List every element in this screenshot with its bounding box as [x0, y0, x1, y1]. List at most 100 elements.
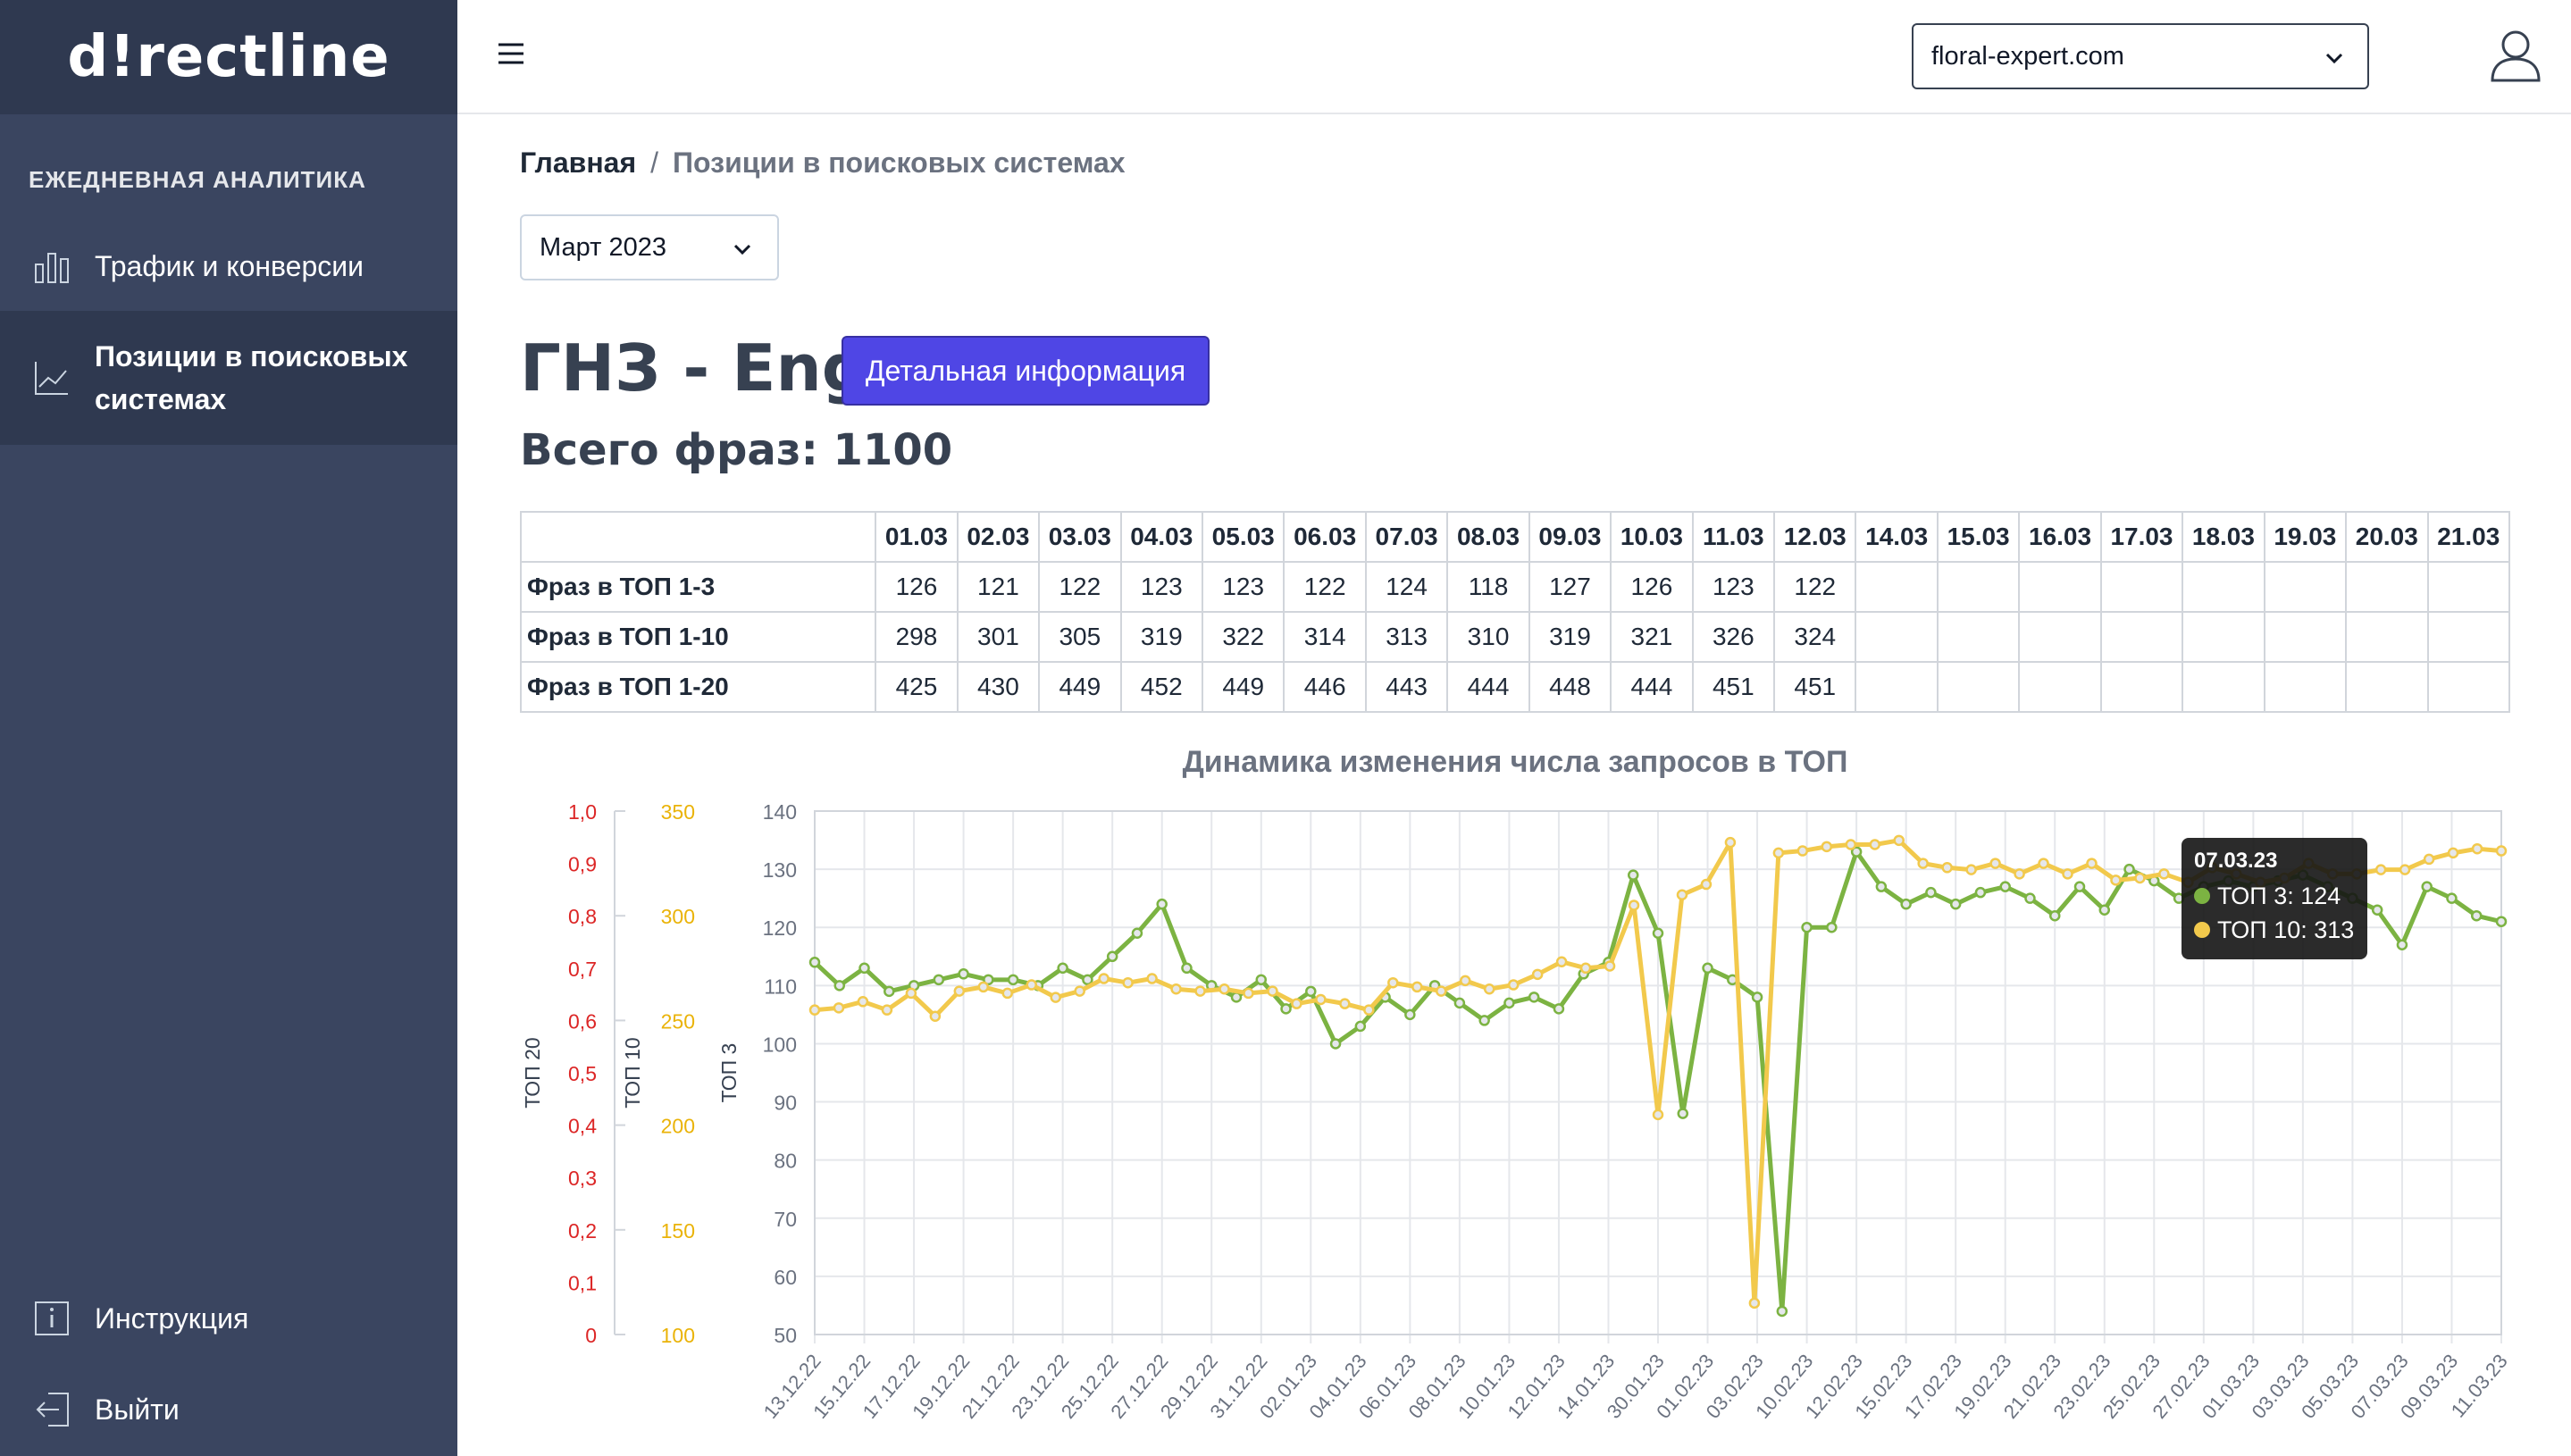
data-point[interactable]: [1555, 956, 1568, 968]
data-point[interactable]: [2446, 892, 2458, 904]
data-point[interactable]: [2371, 904, 2383, 916]
data-point[interactable]: [2423, 853, 2435, 866]
data-point[interactable]: [977, 981, 990, 993]
data-point[interactable]: [1893, 834, 1905, 847]
logo[interactable]: d!rectline: [67, 24, 390, 90]
data-point[interactable]: [1531, 968, 1544, 981]
data-point[interactable]: [1845, 839, 1857, 850]
data-point[interactable]: [1628, 900, 1640, 911]
detail-info-button[interactable]: Детальная информация: [842, 336, 1210, 406]
data-point[interactable]: [1255, 974, 1268, 986]
data-point[interactable]: [1826, 921, 1838, 933]
data-point[interactable]: [1999, 881, 2011, 892]
data-point[interactable]: [1106, 950, 1118, 963]
data-point[interactable]: [953, 985, 966, 997]
data-point[interactable]: [1243, 987, 1254, 1000]
data-point[interactable]: [1050, 992, 1061, 1003]
data-point[interactable]: [2014, 868, 2025, 880]
data-point[interactable]: [2134, 872, 2146, 884]
data-point[interactable]: [1700, 878, 1713, 891]
data-point[interactable]: [2470, 909, 2483, 922]
data-point[interactable]: [1652, 1109, 1664, 1121]
data-point[interactable]: [1801, 921, 1813, 933]
data-point[interactable]: [833, 1002, 845, 1014]
data-point[interactable]: [1001, 987, 1014, 1000]
data-point[interactable]: [857, 996, 869, 1008]
data-point[interactable]: [2495, 845, 2508, 857]
menu-icon[interactable]: [497, 39, 525, 68]
data-point[interactable]: [1974, 886, 1987, 899]
data-point[interactable]: [2038, 858, 2049, 869]
data-point[interactable]: [2062, 868, 2073, 880]
data-point[interactable]: [1483, 983, 1495, 995]
data-point[interactable]: [1057, 962, 1068, 975]
positions-chart[interactable]: 140 130 120 110 100 90 80 70 60 50 350 300 250 200 150…: [500, 786, 2519, 1456]
data-point[interactable]: [2421, 881, 2433, 892]
data-point[interactable]: [1305, 985, 1317, 998]
data-point[interactable]: [1026, 979, 1037, 991]
data-point[interactable]: [1553, 1003, 1565, 1015]
data-point[interactable]: [1387, 976, 1399, 989]
data-point[interactable]: [1146, 973, 1158, 984]
data-point[interactable]: [1796, 845, 1809, 857]
data-point[interactable]: [1404, 1008, 1416, 1021]
data-point[interactable]: [2024, 892, 2036, 904]
data-point[interactable]: [2399, 864, 2411, 875]
data-point[interactable]: [1949, 898, 1962, 910]
data-point[interactable]: [2086, 858, 2098, 869]
data-point[interactable]: [1478, 1015, 1490, 1026]
data-point[interactable]: [1627, 869, 1639, 881]
data-point[interactable]: [1007, 974, 1019, 986]
data-point[interactable]: [1965, 864, 1977, 875]
data-point[interactable]: [2048, 909, 2061, 922]
data-point[interactable]: [2447, 847, 2459, 859]
data-point[interactable]: [808, 957, 821, 968]
data-point[interactable]: [1917, 858, 1929, 869]
data-point[interactable]: [2495, 916, 2508, 927]
data-point[interactable]: [1772, 847, 1785, 859]
data-point[interactable]: [1082, 974, 1093, 986]
data-point[interactable]: [2374, 864, 2387, 875]
data-point[interactable]: [2396, 939, 2408, 951]
data-point[interactable]: [1776, 1305, 1788, 1318]
data-point[interactable]: [1751, 992, 1763, 1003]
data-point[interactable]: [1329, 1038, 1342, 1050]
data-point[interactable]: [1925, 886, 1937, 899]
data-point[interactable]: [1503, 997, 1515, 1009]
data-point[interactable]: [1291, 998, 1302, 1009]
sidebar-item-traffic[interactable]: Трафик и конверсии: [0, 234, 457, 298]
site-select[interactable]: floral-expert.com: [1912, 23, 2369, 89]
data-point[interactable]: [1339, 998, 1351, 1009]
data-point[interactable]: [1900, 898, 1912, 910]
sidebar-item-logout[interactable]: Выйти: [0, 1377, 457, 1442]
data-point[interactable]: [929, 1010, 942, 1022]
data-point[interactable]: [1748, 1297, 1761, 1310]
data-point[interactable]: [833, 980, 846, 992]
data-point[interactable]: [1850, 846, 1863, 858]
data-point[interactable]: [1280, 1003, 1292, 1015]
data-point[interactable]: [1875, 881, 1888, 892]
data-point[interactable]: [1436, 985, 1447, 997]
data-point[interactable]: [1507, 979, 1520, 991]
data-point[interactable]: [1528, 992, 1540, 1003]
data-point[interactable]: [983, 974, 994, 986]
sidebar-item-positions[interactable]: Позиции в поисковых системах: [0, 311, 457, 445]
data-point[interactable]: [1677, 1108, 1689, 1119]
data-point[interactable]: [1156, 898, 1168, 910]
data-point[interactable]: [1074, 985, 1085, 997]
data-point[interactable]: [1315, 993, 1327, 1006]
month-select[interactable]: Март 2023: [520, 214, 779, 280]
data-point[interactable]: [1459, 975, 1471, 987]
data-point[interactable]: [1941, 862, 1953, 874]
data-point[interactable]: [1869, 839, 1880, 850]
data-point[interactable]: [1989, 858, 2001, 869]
data-point[interactable]: [2471, 842, 2483, 855]
data-point[interactable]: [1219, 983, 1230, 995]
data-point[interactable]: [2123, 863, 2135, 875]
data-point[interactable]: [858, 962, 870, 975]
sidebar-item-instructions[interactable]: Инструкция: [0, 1286, 457, 1351]
data-point[interactable]: [1676, 889, 1688, 901]
data-point[interactable]: [1230, 992, 1243, 1003]
data-point[interactable]: [2098, 904, 2111, 916]
breadcrumb-home[interactable]: Главная: [520, 146, 637, 179]
